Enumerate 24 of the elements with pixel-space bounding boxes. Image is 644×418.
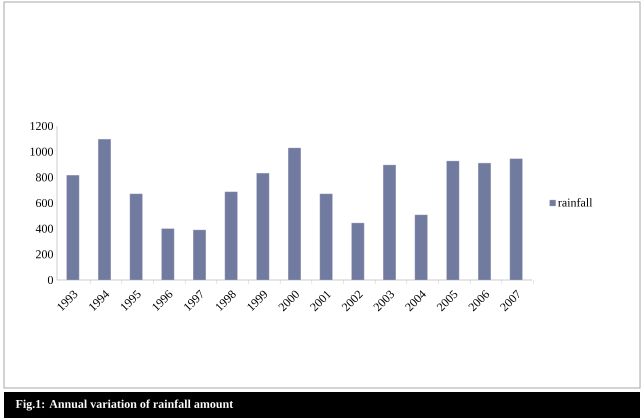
- y-tick-label: 200: [36, 250, 54, 258]
- text: Fig.1: Annual variation of rainfall amount: [16, 399, 234, 411]
- bar: [351, 222, 364, 280]
- bar: [414, 214, 428, 280]
- bar: [288, 148, 301, 280]
- legend-label: rainfall: [558, 198, 592, 207]
- y-tick-label: 600: [36, 198, 54, 208]
- bar: [478, 162, 491, 280]
- y-tick-label: 1000: [30, 148, 54, 156]
- bar: [224, 192, 238, 280]
- bar: [98, 139, 111, 280]
- y-tick-label: 800: [36, 173, 54, 182]
- bar: [161, 228, 174, 280]
- y-tick-label: 0: [48, 276, 54, 284]
- bar: [66, 175, 80, 280]
- y-tick-label: 1200: [30, 122, 54, 130]
- bar: [130, 194, 143, 280]
- bar: [446, 160, 460, 280]
- bar: [193, 230, 206, 280]
- bar: [383, 164, 396, 280]
- bar: [256, 173, 270, 280]
- y-tick-label: 400: [36, 224, 54, 233]
- bar: [510, 158, 523, 280]
- bar: [320, 194, 333, 280]
